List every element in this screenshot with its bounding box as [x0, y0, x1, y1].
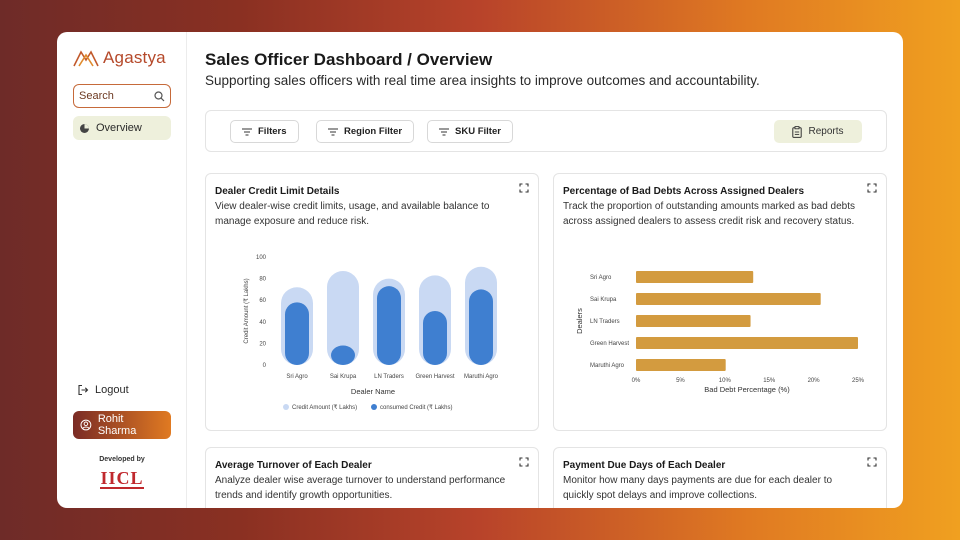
- x-tick-label: Sai Krupa: [330, 374, 357, 380]
- bad-debt-bar: [636, 337, 858, 349]
- page-title: Sales Officer Dashboard / Overview: [205, 50, 493, 69]
- y-tick-label: 60: [259, 298, 266, 304]
- bad-debt-bar: [636, 359, 726, 371]
- x-tick-label: 20%: [808, 378, 821, 384]
- card-description: Monitor how many days payments are due f…: [563, 475, 833, 501]
- consumed-credit-bar: [423, 311, 447, 365]
- card-description: Track the proportion of outstanding amou…: [563, 201, 856, 227]
- bad-debt-bar: [636, 271, 754, 283]
- developer-logo: IICL: [57, 468, 187, 489]
- credit-limit-card: Dealer Credit Limit Details View dealer-…: [205, 173, 539, 431]
- sidebar-item-label: Overview: [96, 122, 142, 134]
- logo[interactable]: Agastya: [73, 48, 166, 68]
- search-input[interactable]: [79, 90, 147, 102]
- sidebar: Agastya Overview Logout: [57, 32, 187, 508]
- card-title: Payment Due Days of Each Dealer: [563, 460, 726, 471]
- y-tick-label: Maruthi Agro: [590, 363, 625, 369]
- y-tick-label: 40: [259, 320, 266, 326]
- turnover-card: Average Turnover of Each Dealer Analyze …: [205, 447, 539, 508]
- logo-text: Agastya: [103, 48, 166, 67]
- y-axis-label: Credit Amount (₹ Lakhs): [243, 278, 250, 343]
- x-axis-label: Dealer Name: [351, 387, 395, 396]
- filter-icon: [439, 128, 449, 135]
- consumed-credit-bar: [331, 345, 355, 365]
- due-days-card: Payment Due Days of Each Dealer Monitor …: [553, 447, 887, 508]
- bad-debt-chart: Sri Agro Sai Krupa LN Traders Green Harvest…: [575, 271, 865, 394]
- x-tick-label: 10%: [719, 378, 732, 384]
- logout-icon: [78, 384, 89, 396]
- main-content: Sales Officer Dashboard / Overview Suppo…: [205, 32, 895, 508]
- logout-button[interactable]: Logout: [77, 384, 129, 396]
- card-title: Percentage of Bad Debts Across Assigned …: [563, 186, 805, 197]
- developer-logo-text: IICL: [100, 468, 144, 489]
- user-profile-button[interactable]: Rohit Sharma: [73, 411, 171, 439]
- filter-bar: Filters Region Filter SKU Filter Reports: [205, 110, 887, 152]
- x-axis-label: Bad Debt Percentage (%): [704, 385, 790, 394]
- page-subtitle: Supporting sales officers with real time…: [205, 73, 760, 88]
- filters-label: Filters: [258, 126, 287, 137]
- logout-label: Logout: [95, 384, 129, 396]
- x-tick-label: 5%: [676, 378, 685, 384]
- bad-debt-bar: [636, 293, 821, 305]
- x-tick-label: 25%: [852, 378, 865, 384]
- user-icon: [80, 419, 92, 431]
- card-title: Dealer Credit Limit Details: [215, 186, 340, 197]
- card-description: View dealer-wise credit limits, usage, a…: [215, 201, 490, 227]
- y-axis-label: Dealers: [575, 308, 584, 334]
- sku-filter-button[interactable]: SKU Filter: [427, 120, 513, 143]
- bad-debt-card: Percentage of Bad Debts Across Assigned …: [553, 173, 887, 431]
- card-description: Analyze dealer wise average turnover to …: [215, 475, 506, 501]
- legend-label: consumed Credit (₹ Lakhs): [380, 404, 453, 411]
- filter-icon: [328, 128, 338, 135]
- filters-button[interactable]: Filters: [230, 120, 299, 143]
- search-box[interactable]: [73, 84, 171, 108]
- consumed-credit-bar: [469, 289, 493, 365]
- search-icon[interactable]: [154, 90, 165, 102]
- x-tick-label: Maruthi Agro: [464, 374, 499, 380]
- x-tick-label: LN Traders: [374, 374, 404, 380]
- x-tick-label: 0%: [632, 378, 641, 384]
- sidebar-item-overview[interactable]: Overview: [73, 116, 171, 140]
- region-filter-label: Region Filter: [344, 126, 403, 137]
- user-name: Rohit Sharma: [97, 413, 137, 437]
- expand-icon[interactable]: [867, 183, 877, 193]
- y-tick-label: LN Traders: [590, 319, 620, 325]
- y-tick-label: 20: [259, 341, 266, 347]
- reports-label: Reports: [808, 126, 844, 137]
- x-tick-label: Green Harvest: [415, 374, 454, 380]
- region-filter-button[interactable]: Region Filter: [316, 120, 415, 143]
- expand-icon[interactable]: [867, 457, 877, 467]
- y-tick-label: Sri Agro: [590, 275, 612, 281]
- x-tick-label: Sri Agro: [286, 374, 308, 380]
- consumed-credit-bar: [377, 286, 401, 365]
- developed-by-label: Developed by: [99, 456, 145, 463]
- expand-icon[interactable]: [519, 457, 529, 467]
- y-tick-label: Green Harvest: [590, 341, 629, 347]
- consumed-credit-bar: [285, 302, 309, 365]
- expand-icon[interactable]: [519, 183, 529, 193]
- credit-limit-bar: [327, 271, 359, 365]
- credit-limit-chart: 100 80 60 40 20 0 Credit Amount (₹ Lakhs) Sri A…: [243, 255, 499, 411]
- logo-mark-icon: [73, 50, 99, 67]
- legend-swatch-credit: [283, 404, 289, 410]
- filter-icon: [242, 128, 252, 135]
- x-tick-label: 15%: [763, 378, 776, 384]
- legend-swatch-consumed: [371, 404, 377, 410]
- app-window: Agastya Overview Logout: [57, 32, 903, 508]
- y-tick-label: Sai Krupa: [590, 297, 617, 303]
- bad-debt-bar: [636, 315, 751, 327]
- y-tick-label: 100: [256, 255, 267, 261]
- reports-button[interactable]: Reports: [774, 120, 862, 143]
- y-tick-label: 80: [259, 277, 266, 283]
- y-tick-label: 0: [263, 363, 267, 369]
- sku-filter-label: SKU Filter: [455, 126, 501, 137]
- clipboard-icon: [792, 125, 803, 138]
- card-title: Average Turnover of Each Dealer: [215, 460, 372, 471]
- legend-label: Credit Amount (₹ Lakhs): [292, 404, 357, 411]
- pie-chart-icon: [80, 123, 89, 133]
